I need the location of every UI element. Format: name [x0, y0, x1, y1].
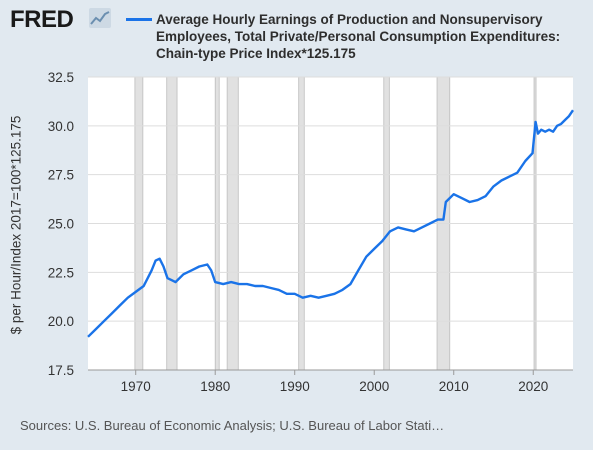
x-tick-label: 2010: [439, 379, 469, 394]
y-tick-label: 22.5: [48, 265, 74, 280]
y-tick-label: 25.0: [48, 217, 74, 232]
x-tick-label: 2000: [359, 379, 389, 394]
line-chart-icon: [89, 8, 111, 28]
x-tick-label: 1990: [280, 379, 310, 394]
x-tick-label: 1970: [121, 379, 151, 394]
header: FRED Average Hourly Earnings of Producti…: [0, 0, 593, 68]
y-tick-label: 30.0: [48, 119, 74, 134]
x-tick-label: 2020: [518, 379, 548, 394]
legend-label: Average Hourly Earnings of Production an…: [156, 12, 561, 61]
y-tick-label: 27.5: [48, 168, 74, 183]
source-text: Sources: U.S. Bureau of Economic Analysi…: [20, 418, 445, 433]
legend-swatch: [126, 18, 152, 21]
chart: 17.5 20.0 22.5 25.0 27.5 30.0 32.5 1970 1980 1990…: [48, 70, 574, 394]
fred-logo[interactable]: FRED: [10, 6, 74, 33]
y-tick-label: 17.5: [48, 363, 74, 378]
series-line: [87, 109, 574, 338]
x-tick-label: 1980: [200, 379, 230, 394]
y-tick-label: 32.5: [48, 70, 74, 85]
y-tick-label: 20.0: [48, 314, 74, 329]
